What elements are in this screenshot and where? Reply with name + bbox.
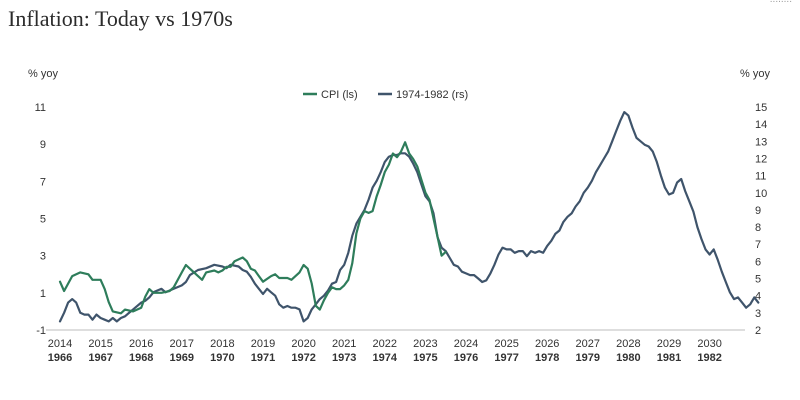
x-tick-label-bottom: 1972 (291, 352, 315, 364)
x-tick-label-top: 2020 (291, 338, 315, 350)
right-tick-label: 11 (755, 171, 766, 183)
x-tick-label-top: 2019 (251, 338, 275, 350)
series-layer (58, 111, 760, 323)
x-tick-label-top: 2026 (535, 338, 559, 350)
x-tick-label-top: 2029 (657, 338, 681, 350)
right-tick-label: 15 (755, 102, 767, 114)
axes-layer: % yoy % yoy 11 9 7 5 3 1 -1 15 14 13 12 11 10 9 8 7 6 5 4 3 2 2… (28, 68, 770, 364)
x-tick-label-top: 2028 (616, 338, 640, 350)
x-tick-label-top: 2023 (413, 338, 437, 350)
x-tick-label-bottom: 1971 (251, 352, 275, 364)
x-tick-label-top: 2018 (210, 338, 234, 350)
x-tick-label-bottom: 1969 (170, 352, 194, 364)
seventies-series-line (58, 111, 760, 323)
x-tick-label-top: 2022 (373, 338, 397, 350)
right-tick-label: 14 (755, 119, 767, 131)
x-tick-label-bottom: 1976 (454, 352, 478, 364)
x-tick-label-top: 2014 (48, 338, 72, 350)
corner-note: ........ (770, 0, 792, 5)
legend-seventies-label: 1974-1982 (rs) (396, 89, 468, 101)
left-tick-label: 9 (40, 139, 46, 151)
right-tick-label: 13 (755, 136, 767, 148)
legend: CPI (ls) 1974-1982 (rs) (303, 89, 468, 101)
right-tick-label: 4 (755, 291, 761, 303)
right-axis-label: % yoy (740, 68, 770, 80)
right-tick-label: 7 (755, 239, 761, 251)
left-tick-label: -1 (36, 325, 46, 337)
legend-cpi-label: CPI (ls) (321, 89, 358, 101)
x-tick-label-top: 2027 (576, 338, 600, 350)
x-tick-label-bottom: 1970 (210, 352, 234, 364)
x-tick-label-top: 2015 (88, 338, 112, 350)
right-tick-label: 3 (755, 308, 761, 320)
left-axis-label: % yoy (28, 68, 58, 80)
x-tick-label-top: 2030 (697, 338, 721, 350)
x-tick-label-bottom: 1968 (129, 352, 153, 364)
x-tick-label-bottom: 1975 (413, 352, 437, 364)
x-tick-label-bottom: 1981 (657, 352, 681, 364)
x-tick-label-top: 2024 (454, 338, 478, 350)
x-tick-label-bottom: 1966 (48, 352, 72, 364)
right-tick-label: 2 (755, 325, 761, 337)
x-tick-label-bottom: 1967 (88, 352, 112, 364)
x-tick-label-bottom: 1974 (373, 352, 398, 364)
right-tick-label: 8 (755, 222, 761, 234)
x-tick-label-bottom: 1977 (494, 352, 518, 364)
left-tick-label: 11 (35, 102, 46, 114)
x-tick-label-bottom: 1979 (576, 352, 600, 364)
right-tick-label: 6 (755, 256, 761, 268)
cpi-series-line (58, 141, 447, 315)
right-tick-label: 9 (755, 205, 761, 217)
x-tick-label-bottom: 1978 (535, 352, 559, 364)
left-tick-label: 5 (40, 214, 46, 226)
right-tick-label: 5 (755, 274, 761, 286)
left-tick-label: 3 (40, 251, 46, 263)
left-tick-label: 7 (40, 176, 46, 188)
x-tick-label-bottom: 1980 (616, 352, 640, 364)
x-tick-label-bottom: 1973 (332, 352, 356, 364)
right-tick-label: 12 (755, 153, 767, 165)
chart-title: Inflation: Today vs 1970s (8, 6, 233, 31)
x-tick-label-bottom: 1982 (697, 352, 721, 364)
x-tick-label-top: 2021 (332, 338, 356, 350)
x-tick-label-top: 2017 (170, 338, 194, 350)
x-tick-label-top: 2016 (129, 338, 153, 350)
x-tick-label-top: 2025 (494, 338, 518, 350)
right-tick-label: 10 (755, 188, 767, 200)
left-tick-label: 1 (40, 288, 46, 300)
